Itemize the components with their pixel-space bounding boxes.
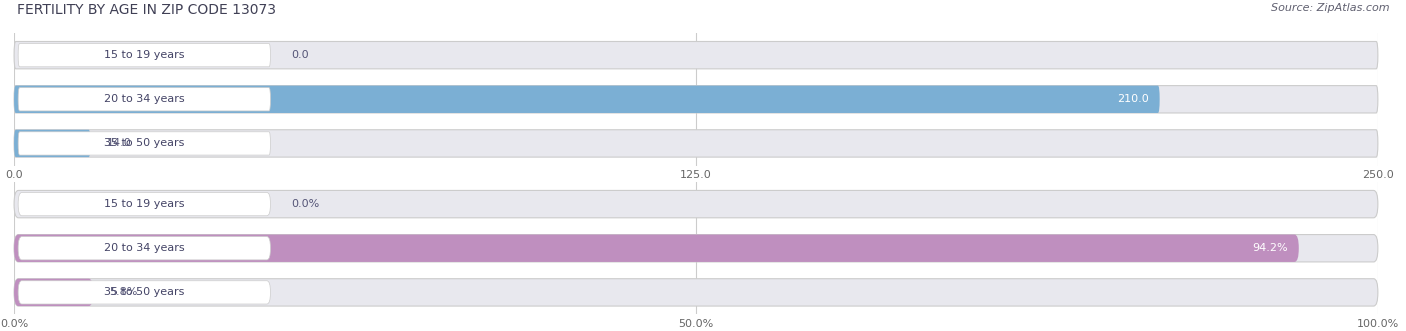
FancyBboxPatch shape — [14, 190, 1378, 218]
Text: 14.0: 14.0 — [107, 138, 132, 148]
FancyBboxPatch shape — [14, 279, 1378, 306]
FancyBboxPatch shape — [18, 281, 270, 304]
FancyBboxPatch shape — [18, 237, 270, 260]
Text: Source: ZipAtlas.com: Source: ZipAtlas.com — [1271, 3, 1389, 13]
FancyBboxPatch shape — [18, 44, 270, 67]
FancyBboxPatch shape — [14, 235, 1378, 262]
Text: 5.8%: 5.8% — [110, 287, 138, 297]
Text: 35 to 50 years: 35 to 50 years — [104, 138, 184, 148]
Text: 20 to 34 years: 20 to 34 years — [104, 94, 184, 104]
FancyBboxPatch shape — [14, 130, 1378, 157]
FancyBboxPatch shape — [14, 41, 1378, 69]
FancyBboxPatch shape — [18, 193, 270, 216]
Text: 15 to 19 years: 15 to 19 years — [104, 50, 184, 60]
FancyBboxPatch shape — [14, 235, 1299, 262]
Text: 35 to 50 years: 35 to 50 years — [104, 287, 184, 297]
Text: 210.0: 210.0 — [1116, 94, 1149, 104]
FancyBboxPatch shape — [14, 279, 93, 306]
Text: 94.2%: 94.2% — [1253, 243, 1288, 253]
FancyBboxPatch shape — [14, 86, 1378, 113]
FancyBboxPatch shape — [14, 130, 90, 157]
FancyBboxPatch shape — [14, 86, 1160, 113]
Text: 20 to 34 years: 20 to 34 years — [104, 243, 184, 253]
Text: FERTILITY BY AGE IN ZIP CODE 13073: FERTILITY BY AGE IN ZIP CODE 13073 — [17, 3, 276, 17]
FancyBboxPatch shape — [18, 88, 270, 111]
Text: 0.0: 0.0 — [291, 50, 308, 60]
Text: 0.0%: 0.0% — [291, 199, 319, 209]
Text: 15 to 19 years: 15 to 19 years — [104, 199, 184, 209]
FancyBboxPatch shape — [18, 132, 270, 155]
